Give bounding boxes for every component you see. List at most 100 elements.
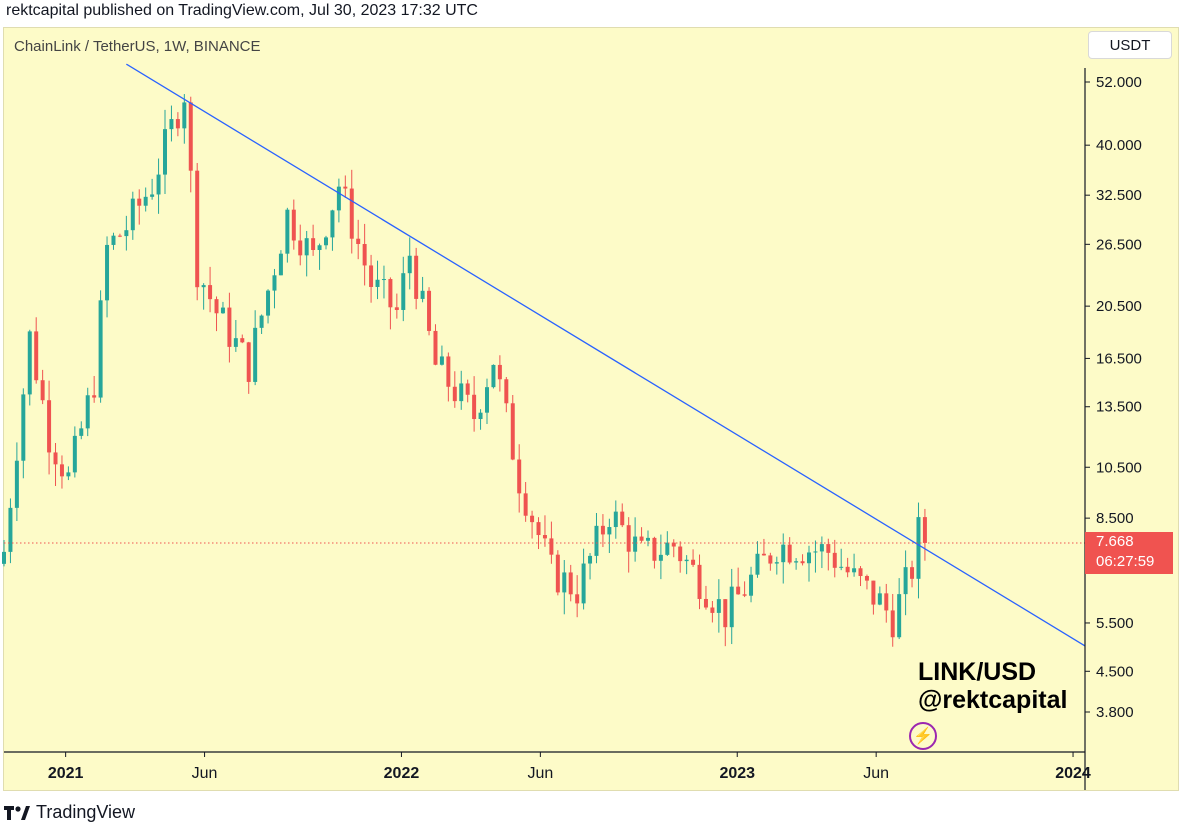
candle-body — [117, 235, 122, 237]
symbol-info: ChainLink / TetherUS, 1W, BINANCE — [14, 38, 261, 55]
candle-up — [684, 555, 689, 575]
candle-down — [568, 564, 573, 602]
candle-body — [336, 186, 341, 211]
currency-button[interactable]: USDT — [1088, 31, 1172, 59]
candle-up — [633, 517, 638, 562]
candle-down — [710, 600, 715, 623]
candle-body — [510, 403, 515, 460]
candle-body — [897, 594, 902, 638]
publish-line: rektcapital published on TradingView.com… — [6, 2, 478, 19]
y-tick-label: 13.500 — [1096, 399, 1142, 416]
candle-body — [813, 551, 818, 553]
candle-body — [369, 265, 374, 287]
candle-down — [175, 112, 180, 137]
candle-up — [819, 536, 824, 569]
candle-up — [716, 579, 721, 633]
candle-down — [137, 189, 142, 225]
candle-down — [845, 557, 850, 578]
candle-body — [266, 290, 271, 316]
candle-body — [736, 586, 741, 595]
candle-down — [652, 536, 657, 569]
candle-body — [594, 525, 599, 556]
candle-body — [916, 517, 921, 579]
candle-down — [472, 376, 477, 432]
bolt-icon[interactable]: ⚡ — [909, 722, 937, 750]
candle-body — [130, 198, 135, 231]
candle-body — [794, 561, 799, 563]
candle-body — [761, 553, 766, 556]
candle-body — [253, 327, 258, 382]
y-tick-label: 26.500 — [1096, 236, 1142, 253]
candle-down — [530, 510, 535, 539]
y-tick-label: 3.800 — [1096, 704, 1134, 721]
watermark-line2: @rektcapital — [918, 686, 1068, 714]
candle-down — [787, 537, 792, 565]
candle-up — [562, 560, 567, 615]
candle-up — [124, 215, 129, 251]
candle-down — [736, 567, 741, 595]
candle-up — [253, 310, 258, 386]
candle-down — [188, 96, 193, 193]
candle-down — [298, 224, 303, 266]
candle-down — [349, 169, 354, 254]
tradingview-logo-icon — [4, 805, 30, 820]
y-tick-label: 40.000 — [1096, 137, 1142, 154]
candle-down — [800, 554, 805, 566]
candle-up — [317, 243, 322, 270]
candle-body — [188, 102, 193, 171]
candle-down — [678, 541, 683, 573]
candle-down — [214, 296, 219, 332]
candle-body — [388, 279, 393, 308]
candle-body — [781, 544, 786, 563]
candle-down — [639, 527, 644, 543]
candle-body — [652, 537, 657, 561]
candle-down — [497, 355, 502, 392]
candle-body — [530, 515, 535, 523]
candle-down — [858, 566, 863, 587]
candle-down — [47, 380, 52, 475]
candle-body — [163, 129, 167, 175]
candle-down — [826, 538, 831, 571]
candle-body — [633, 536, 638, 552]
candle-body — [658, 554, 663, 561]
candle-body — [8, 507, 13, 552]
y-tick-label: 5.500 — [1096, 615, 1134, 632]
candle-body — [807, 552, 811, 564]
candle-down — [195, 163, 200, 301]
candle-up — [27, 329, 32, 406]
candle-down — [620, 503, 625, 528]
candle-up — [182, 94, 187, 144]
candle-up — [111, 232, 116, 250]
tradingview-logo[interactable]: TradingView — [4, 802, 135, 823]
candle-body — [588, 555, 593, 564]
candle-down — [117, 233, 122, 238]
candle-body — [182, 102, 187, 129]
candle-up — [259, 314, 264, 334]
candle-down — [414, 247, 419, 310]
chart-panel[interactable] — [3, 27, 1179, 791]
candle-up — [278, 250, 283, 276]
candle-up — [407, 237, 412, 290]
candle-body — [420, 290, 425, 299]
candle-body — [143, 196, 148, 206]
candle-body — [362, 244, 367, 266]
x-tick-label: 2022 — [384, 765, 420, 782]
candle-body — [214, 299, 219, 314]
candle-down — [691, 549, 696, 567]
candle-body — [665, 542, 670, 555]
candle-up — [646, 530, 650, 547]
watermark: LINK/USD @rektcapital — [918, 658, 1067, 714]
candle-body — [613, 511, 618, 528]
watermark-line1: LINK/USD — [918, 658, 1037, 686]
candle-body — [21, 394, 26, 461]
candle-down — [536, 517, 541, 550]
y-tick-label: 10.500 — [1096, 459, 1142, 476]
candle-up — [903, 550, 908, 616]
brand-name: TradingView — [36, 802, 136, 822]
candle-up — [774, 556, 779, 575]
candle-body — [317, 245, 322, 250]
candle-down — [517, 444, 522, 513]
candle-down — [742, 581, 747, 598]
candle-up — [755, 541, 760, 578]
